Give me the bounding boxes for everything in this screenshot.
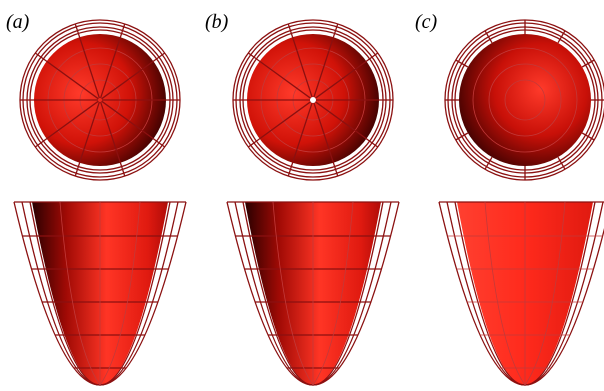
panel-label: (a) — [6, 11, 30, 33]
panel-label: (b) — [205, 11, 229, 33]
sphere — [459, 34, 591, 166]
panel-label: (c) — [415, 11, 438, 33]
apex — [310, 97, 316, 103]
figure: (a) (b) (c) — [0, 0, 604, 391]
